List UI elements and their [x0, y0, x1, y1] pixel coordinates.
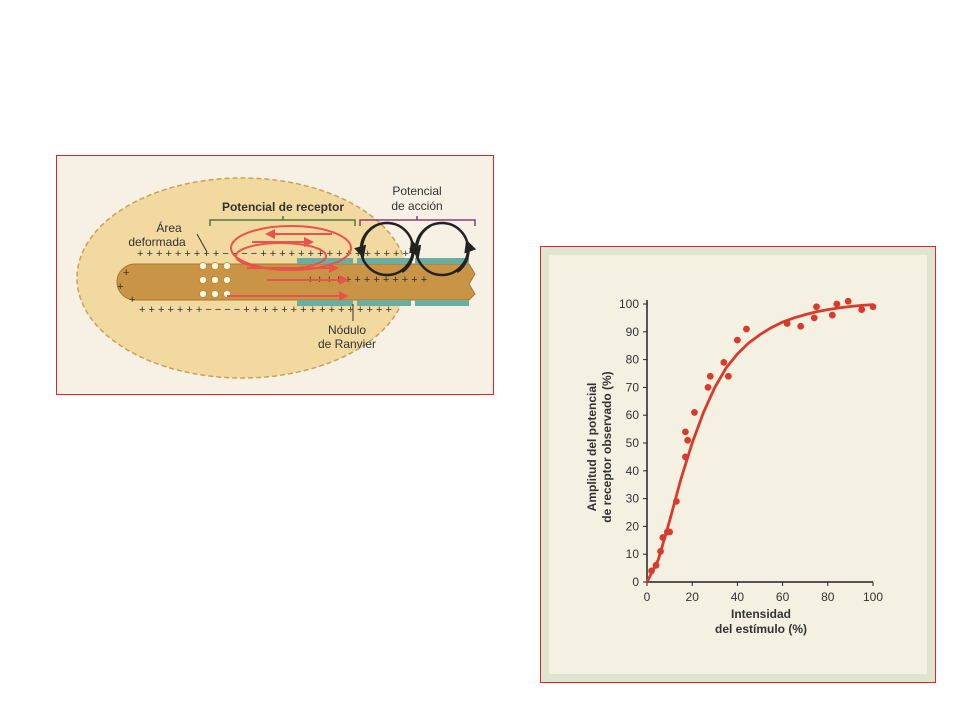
- action-label-line1: Potencial: [392, 184, 441, 198]
- data-point: [813, 303, 820, 311]
- area-label-line1: Área: [156, 220, 182, 235]
- y-tick-label: 90: [626, 325, 640, 339]
- x-tick-label: 60: [776, 590, 790, 604]
- myelin-sheaths: [297, 258, 469, 306]
- y-tick-label: 0: [632, 575, 639, 589]
- data-point: [648, 567, 655, 575]
- receptor-diagram: + + + + + + + + + − − − − + + + + + + + …: [76, 177, 477, 379]
- action-brace: [359, 216, 476, 226]
- data-point: [672, 497, 680, 505]
- chart-background: [549, 255, 927, 674]
- svg-text:+: +: [117, 281, 123, 293]
- x-tick-label: 100: [863, 590, 883, 604]
- data-point: [682, 428, 689, 436]
- x-axis-label-line2: del estímulo (%): [715, 622, 807, 636]
- data-point: [682, 453, 689, 461]
- stimulus-response-chart: 0 20 40 60 80 100 0 10 20 30 40 50 60 70 80 90 100 Inten…: [549, 255, 927, 674]
- svg-text:+ + + + + + + − − − − + + + +: + + + + + + + − − − − + + + + + + + + + …: [139, 304, 392, 316]
- receptor-currents: [227, 225, 352, 301]
- data-point: [720, 358, 728, 366]
- x-tick-label: 40: [731, 590, 745, 604]
- svg-text:+ + + + + + + + + − − − − + +: + + + + + + + + + − − − − + + + + + + + …: [137, 248, 409, 260]
- action-potential-loops: [354, 221, 477, 277]
- y-tick-label: 40: [626, 464, 640, 478]
- y-tick-label: 100: [619, 297, 639, 311]
- x-axis-label-line1: Intensidad: [731, 607, 791, 621]
- data-point: [828, 311, 836, 319]
- node-label-line1: Nódulo: [328, 323, 366, 337]
- y-tick-label: 20: [626, 519, 640, 533]
- y-axis-label-line1: Amplitud del potencial: [585, 383, 599, 512]
- receptor-diagram-panel: + + + + + + + + + − − − − + + + + + + + …: [56, 155, 494, 395]
- data-point: [684, 436, 692, 444]
- y-tick-label: 60: [626, 408, 640, 422]
- y-tick-label: 80: [626, 353, 640, 367]
- data-point: [783, 320, 791, 327]
- data-point: [659, 534, 667, 541]
- action-label-line2: de acción: [391, 199, 442, 213]
- area-pointer: [196, 233, 208, 253]
- svg-text:+: +: [129, 294, 135, 306]
- data-point: [833, 300, 841, 308]
- data-point: [704, 384, 712, 391]
- y-tick-label: 50: [626, 436, 640, 450]
- y-tick-label: 70: [626, 380, 640, 394]
- svg-text:+: +: [123, 267, 129, 279]
- y-tick-label: 30: [626, 492, 640, 506]
- x-tick-label: 80: [821, 590, 835, 604]
- node-label-line2: de Ranvier: [318, 337, 376, 351]
- svg-text:+ + + + + + + + + + + + +: + + + + + + + + + + + + +: [307, 274, 427, 286]
- data-point: [652, 561, 660, 569]
- data-point: [858, 306, 866, 313]
- data-point: [810, 314, 818, 322]
- fit-curve: [645, 303, 874, 583]
- data-point: [869, 303, 877, 311]
- data-point: [743, 325, 750, 333]
- data-point: [797, 322, 805, 330]
- x-tick-label: 20: [686, 590, 700, 604]
- data-point: [706, 372, 714, 380]
- data-point: [691, 409, 698, 416]
- deformed-area-markers: [199, 262, 231, 298]
- receptor-label: Potencial de receptor: [222, 200, 344, 214]
- data-point: [657, 548, 664, 555]
- data-point: [666, 528, 673, 536]
- data-point: [734, 336, 741, 344]
- stimulus-response-chart-panel: 0 20 40 60 80 100 0 10 20 30 40 50 60 70 80 90 100 Inten…: [540, 246, 936, 683]
- area-label-line2: deformada: [128, 235, 186, 249]
- y-tick-label: 10: [626, 547, 640, 561]
- data-point: [844, 297, 852, 305]
- receptor-brace: [209, 216, 356, 226]
- x-tick-label: 0: [644, 590, 651, 604]
- axon: [116, 263, 476, 301]
- data-point: [724, 372, 732, 380]
- membrane-charges: + + + + + + + + + − − − − + + + + + + + …: [117, 248, 427, 316]
- y-axis-label-line2: de receptor observado (%): [600, 371, 614, 522]
